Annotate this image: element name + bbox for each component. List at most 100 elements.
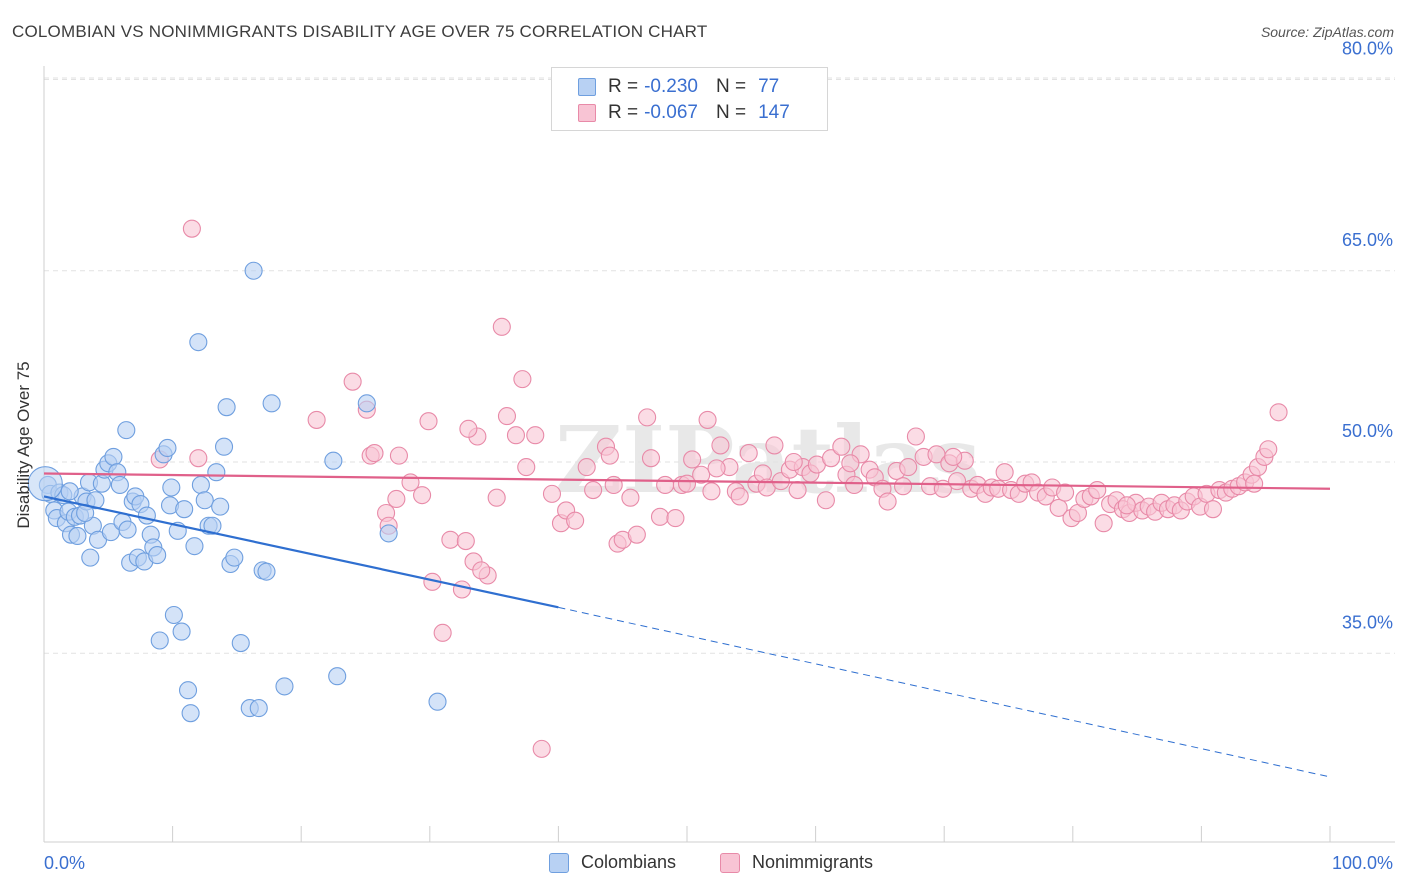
nonimmigrants-point [492, 317, 511, 336]
nonimmigrants-point [604, 475, 623, 495]
nonimmigrants-points [150, 219, 1288, 758]
nonimmigrants-point [656, 475, 675, 495]
colombians-point [60, 482, 79, 501]
colombians-point [207, 463, 226, 482]
nonimmigrants-point [1088, 480, 1107, 500]
y-tick-label: 50.0% [1342, 421, 1393, 441]
nonimmigrants-point [899, 458, 918, 477]
colombians-point [118, 520, 137, 539]
nonimmigrants-point [730, 487, 749, 506]
nonimmigrants-point [452, 580, 472, 599]
legend-r-value: -0.230 [644, 76, 698, 97]
nonimmigrants-point [472, 561, 491, 580]
colombians-point [150, 631, 169, 650]
nonimmigrants-point [832, 437, 851, 456]
nonimmigrants-point [739, 444, 758, 463]
legend-n-label: N = [715, 76, 747, 97]
nonimmigrants-point [566, 511, 585, 530]
nonimmigrants-point [816, 491, 835, 510]
legend-swatch-nonimmigrants [578, 104, 596, 122]
nonimmigrants-point [906, 427, 925, 446]
colombians-point [428, 692, 447, 711]
bottom-legend-label-nonimmigrants: Nonimmigrants [752, 852, 874, 872]
nonimmigrants-point [878, 492, 897, 511]
legend-row-colombians: R = -0.230 N = 77 [578, 75, 779, 99]
colombians-point [379, 524, 398, 543]
tick-labels: 35.0% 50.0% 65.0% 80.0% 0.0% 100.0% [44, 39, 1393, 874]
nonimmigrants-point [459, 419, 478, 438]
legend-n-label: N = [715, 102, 747, 123]
bottom-legend-nonimmigrants: Nonimmigrants [720, 852, 873, 873]
nonimmigrants-point [182, 219, 201, 238]
colombians-point [181, 704, 200, 723]
colombians-point [328, 667, 347, 686]
nonimmigrants-point [1056, 483, 1075, 502]
nonimmigrants-point [584, 480, 603, 500]
nonimmigrants-point [1117, 496, 1136, 515]
colombians-point [262, 394, 281, 413]
legend-n-value: 147 [758, 102, 790, 123]
colombians-point [148, 546, 167, 565]
trend-lines [43, 472, 1331, 778]
y-tick-label: 80.0% [1342, 39, 1393, 59]
colombians-point [117, 421, 136, 440]
colombians-trend-extension [558, 606, 1331, 778]
nonimmigrants-point [1049, 498, 1068, 517]
nonimmigrants-point [506, 426, 526, 445]
legend-row-nonimmigrants: R = -0.067 N = 147 [578, 101, 790, 125]
nonimmigrants-point [600, 446, 619, 465]
bottom-legend-colombians: Colombians [549, 852, 676, 873]
colombians-point [211, 497, 230, 516]
colombians-point [189, 333, 208, 352]
nonimmigrants-point [677, 474, 697, 493]
colombians-point [27, 466, 63, 502]
nonimmigrants-point [389, 446, 408, 465]
colombians-point [172, 622, 191, 641]
nonimmigrants-point [692, 465, 711, 484]
nonimmigrants-point [650, 507, 670, 526]
nonimmigrants-point [1259, 440, 1278, 459]
bottom-legend-swatch-nonimmigrants [720, 852, 740, 873]
colombians-point [110, 475, 129, 495]
colombians-point [104, 447, 123, 466]
nonimmigrants-point [627, 525, 646, 544]
nonimmigrants-point [995, 463, 1014, 482]
nonimmigrants-point [841, 454, 860, 473]
colombians-point [217, 398, 236, 417]
legend-swatch-colombians [578, 78, 596, 96]
nonimmigrants-point [621, 488, 640, 507]
nonimmigrants-point [542, 484, 562, 503]
nonimmigrants-point [441, 530, 460, 549]
nonimmigrants-point [641, 449, 661, 468]
correlation-legend: R = -0.230 N = 77 R = -0.067 N = 147 [551, 67, 828, 131]
colombians-point [178, 681, 198, 700]
nonimmigrants-trend-line [43, 472, 1331, 490]
colombians-point [231, 633, 250, 653]
nonimmigrants-point [189, 449, 208, 468]
colombians-point [162, 478, 181, 497]
y-axis-label-text: Disability Age Over 75 [14, 361, 33, 529]
axes [43, 66, 1395, 843]
nonimmigrants-point [532, 739, 551, 758]
colombians-point [164, 605, 183, 625]
nonimmigrants-point [307, 410, 326, 429]
colombians-point [225, 548, 244, 567]
nonimmigrants-point [1269, 403, 1288, 422]
nonimmigrants-point [1094, 514, 1113, 533]
colombians-point [68, 526, 87, 546]
colombians-point [357, 394, 376, 413]
nonimmigrants-point [365, 444, 384, 463]
nonimmigrants-point [517, 458, 536, 477]
nonimmigrants-point [526, 426, 545, 445]
legend-r-label: R = [608, 102, 639, 123]
nonimmigrants-point [845, 475, 864, 495]
colombians-point [191, 475, 210, 495]
nonimmigrants-point [433, 623, 452, 642]
nonimmigrants-point [387, 489, 406, 509]
nonimmigrants-point [487, 488, 506, 507]
colombians-point [324, 451, 343, 470]
y-tick-label: 35.0% [1342, 612, 1393, 632]
colombians-point [275, 677, 294, 696]
nonimmigrants-point [497, 407, 517, 426]
